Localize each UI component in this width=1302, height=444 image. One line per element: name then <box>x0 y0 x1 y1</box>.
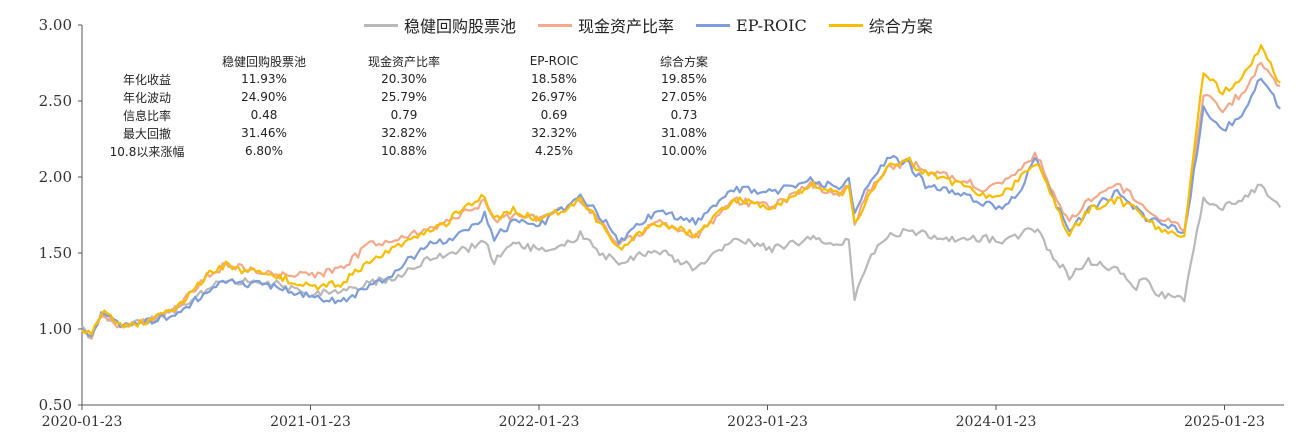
stats-cell: 32.82% <box>381 126 427 140</box>
stats-cell: 20.30% <box>381 72 427 86</box>
stats-cell: 4.25% <box>534 144 574 158</box>
stats-cell: 19.85% <box>661 72 707 86</box>
stats-cell: 0.69 <box>540 108 568 122</box>
legend-label-stable-buyback: 稳健回购股票池 <box>404 17 517 36</box>
series-line-3 <box>81 44 1281 336</box>
y-tick-label: 0.50 <box>39 396 72 414</box>
stats-cell: 32.32% <box>531 126 577 140</box>
legend-item-cash-ratio: 现金资产比率 <box>538 13 674 37</box>
stats-row-label: 年化收益 <box>122 72 171 87</box>
stats-cell: 11.93% <box>241 72 287 86</box>
stats-cell: 27.05% <box>661 90 707 104</box>
x-tick-label: 2022-01-23 <box>499 414 580 430</box>
stats-row-label: 年化波动 <box>122 90 171 105</box>
x-tick-label: 2021-01-23 <box>270 414 351 430</box>
stats-header-cell: EP-ROIC <box>529 54 579 68</box>
stats-cell: 6.80% <box>244 144 284 158</box>
stats-cell: 0.73 <box>670 108 698 122</box>
stats-row-annual-volatility: 年化波动 24.90% 25.79% 26.97% 27.05% <box>100 88 734 106</box>
stats-cell: 24.90% <box>241 90 287 104</box>
stats-cell: 10.00% <box>661 144 707 158</box>
legend-swatch-stable-buyback <box>364 23 398 27</box>
stats-row-label: 10.8以来涨幅 <box>109 144 185 159</box>
legend-swatch-ep-roic <box>696 23 731 27</box>
stats-row-info-ratio: 信息比率 0.48 0.79 0.69 0.73 <box>100 106 734 124</box>
y-tick-label: 2.50 <box>39 92 72 110</box>
stats-cell: 25.79% <box>381 90 427 104</box>
legend-item-combined: 综合方案 <box>828 13 933 37</box>
y-tick-label: 2.00 <box>39 168 72 186</box>
stats-cell: 10.88% <box>381 144 427 158</box>
stats-cell: 0.48 <box>250 108 278 122</box>
stats-cell: 0.79 <box>390 108 418 122</box>
series-line-0 <box>81 183 1282 340</box>
stats-table: 稳健回购股票池 现金资产比率 EP-ROIC 综合方案 年化收益 11.93% … <box>100 52 734 160</box>
legend-swatch-combined <box>828 23 863 27</box>
x-tick-label: 2025-01-23 <box>1184 414 1265 430</box>
stats-cell: 26.97% <box>531 90 577 104</box>
stats-row-label: 最大回撤 <box>122 126 171 141</box>
y-tick-label: 3.00 <box>39 16 72 34</box>
legend-label-ep-roic: EP-ROIC <box>736 15 807 35</box>
stats-cell: 31.46% <box>241 126 287 140</box>
y-tick-label: 1.50 <box>39 244 72 262</box>
stats-row-label: 信息比率 <box>122 108 171 123</box>
legend-label-combined: 综合方案 <box>868 17 933 36</box>
x-tick-label: 2020-01-23 <box>42 414 123 430</box>
stats-header-cell: 综合方案 <box>659 54 708 69</box>
stats-header-cell: 现金资产比率 <box>367 54 440 69</box>
x-tick-label: 2024-01-23 <box>956 414 1037 430</box>
stats-header-cell: 稳健回购股票池 <box>221 54 306 69</box>
x-tick-label: 2023-01-23 <box>727 414 808 430</box>
stats-row-since-10-8: 10.8以来涨幅 6.80% 10.88% 4.25% 10.00% <box>100 142 734 160</box>
legend-label-cash-ratio: 现金资产比率 <box>578 17 675 36</box>
stats-header-row: 稳健回购股票池 现金资产比率 EP-ROIC 综合方案 <box>100 52 734 70</box>
stats-row-max-drawdown: 最大回撤 31.46% 32.82% 32.32% 31.08% <box>100 124 734 142</box>
stats-cell: 31.08% <box>661 126 707 140</box>
legend-item-ep-roic: EP-ROIC <box>696 16 807 35</box>
legend-swatch-cash-ratio <box>538 23 573 27</box>
chart-legend: 稳健回购股票池 现金资产比率 EP-ROIC 综合方案 <box>364 13 955 37</box>
stats-row-annual-return: 年化收益 11.93% 20.30% 18.58% 19.85% <box>100 70 734 88</box>
y-tick-label: 1.00 <box>39 320 72 338</box>
legend-item-stable-buyback: 稳健回购股票池 <box>364 13 516 37</box>
stats-cell: 18.58% <box>531 72 577 86</box>
